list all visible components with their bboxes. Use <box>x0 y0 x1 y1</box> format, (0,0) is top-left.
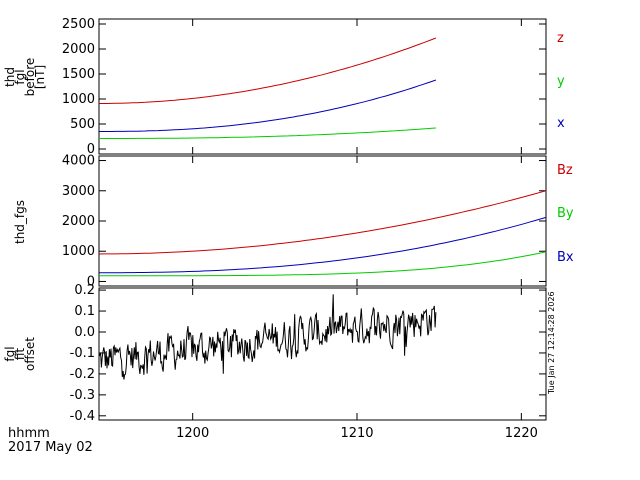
y-axis-label: thd <box>3 67 17 87</box>
y-axis-label: before <box>23 58 37 97</box>
legend-label-by: By <box>557 206 574 221</box>
y-tick-label: -0.1 <box>70 346 95 361</box>
series-line-bz <box>98 190 547 255</box>
y-tick-label: 0 <box>87 274 95 289</box>
y-axis-label: thd_fgs <box>13 200 27 244</box>
series-line-bx <box>99 216 547 274</box>
y-tick-label: 4000 <box>62 154 95 169</box>
series-line-y <box>99 127 436 139</box>
y-tick-label: 3000 <box>62 184 95 199</box>
series-line-by <box>99 251 547 277</box>
legend-label-bz: Bz <box>557 163 573 178</box>
x-tick-label: 1220 <box>505 426 538 441</box>
y-tick-label: -0.4 <box>70 409 95 424</box>
y-axis-label: fit <box>13 348 27 361</box>
x-axis-label-hhmm: hhmm <box>8 426 50 441</box>
y-axis-label: [nT] <box>33 65 47 89</box>
x-axis-label-date: 2017 May 02 <box>8 440 93 455</box>
y-tick-label: 0.0 <box>74 325 95 340</box>
y-axis-label: offset <box>23 337 37 371</box>
x-axis-tick-labels: 1200 1210 1220 <box>176 426 538 441</box>
y-tick-label: 2000 <box>62 42 95 57</box>
x-tick-label: 1200 <box>176 426 209 441</box>
y-tick-label: 1500 <box>62 67 95 82</box>
legend-label-bx: Bx <box>557 250 574 265</box>
panel-frame <box>98 18 547 155</box>
legend-label-y: y <box>557 74 565 89</box>
y-tick-label: 1000 <box>62 244 95 259</box>
y-tick-label: 0 <box>87 142 95 157</box>
y-tick-label: 500 <box>70 117 95 132</box>
series-line-z <box>99 37 437 104</box>
y-tick-label: -0.3 <box>70 388 95 403</box>
y-tick-label: 1000 <box>62 92 95 107</box>
y-tick-label: 0.1 <box>74 304 95 319</box>
x-tick-label: 1210 <box>340 426 373 441</box>
y-axis-label: fgl <box>3 346 17 361</box>
panel-2: 0 1000 2000 3000 4000 thd_fgs Bz By Bx <box>13 154 574 290</box>
series-line-x <box>99 79 437 132</box>
y-tick-label: 2500 <box>62 17 95 32</box>
panels: 05001000150020002500thdfglbefore[nT]zyx0… <box>3 17 574 441</box>
series-line-offset <box>98 294 437 380</box>
y-tick-label: 0.2 <box>74 283 95 298</box>
y-tick-label: -0.2 <box>70 367 95 382</box>
y-tick-label: 2000 <box>62 214 95 229</box>
y-axis-label: fgl <box>13 69 27 84</box>
timestamp-label: Tue Jan 27 12:14:28 2026 <box>547 291 556 395</box>
legend-label-x: x <box>557 116 565 131</box>
panel-frame <box>98 155 547 287</box>
legend-label-z: z <box>557 31 564 46</box>
panel-frame <box>98 287 547 421</box>
